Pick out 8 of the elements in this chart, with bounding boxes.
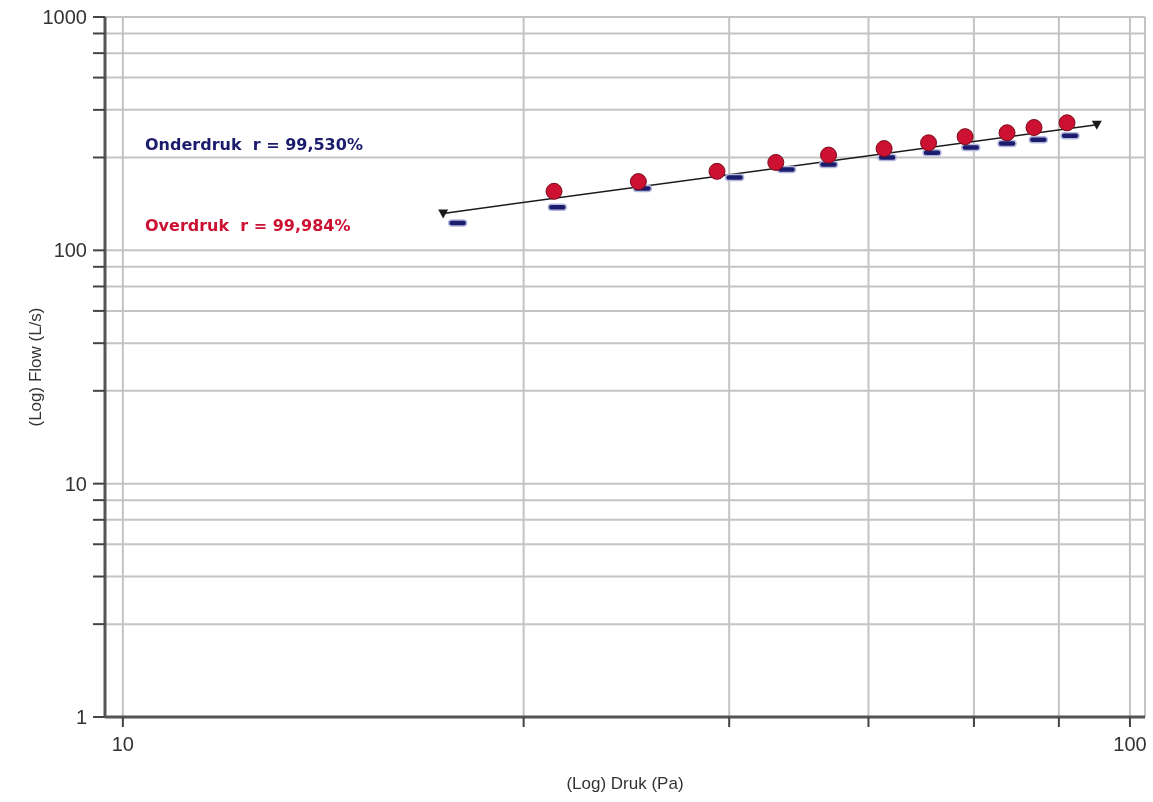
y-tick-label: 100 (53, 239, 87, 262)
y-tick-label: 10 (64, 472, 87, 495)
y-axis-title: (Log) Flow (L/s) (26, 307, 46, 427)
y-tick-label: 1 (75, 706, 87, 729)
annotation: Overdruk r = 99,984% (145, 216, 351, 235)
annotation: Onderdruk r = 99,530% (145, 135, 363, 154)
x-axis-title: (Log) Druk (Pa) (566, 774, 684, 793)
y-tick-label: 1000 (42, 6, 87, 29)
